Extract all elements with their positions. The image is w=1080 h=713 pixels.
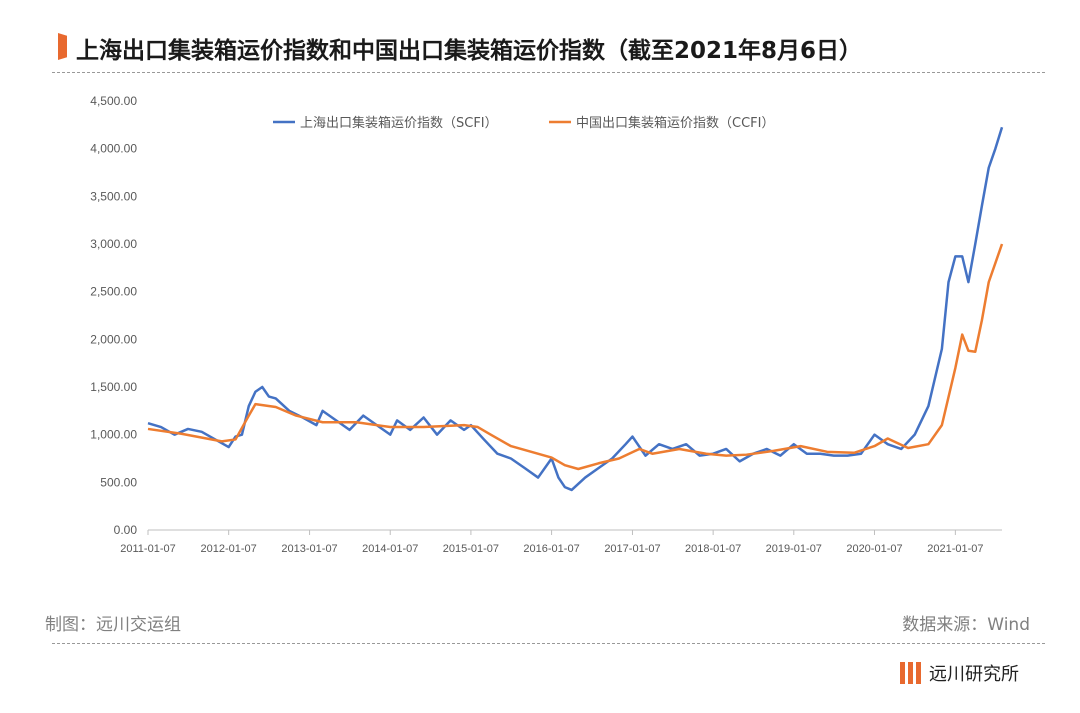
chart-maker: 制图：远川交运组 (45, 615, 181, 635)
x-tick-label: 2018-01-07 (685, 543, 741, 555)
legend-label: 中国出口集装箱运价指数（CCFI） (576, 115, 774, 131)
legend-label: 上海出口集装箱运价指数（SCFI） (300, 115, 498, 131)
logo-mark-icon (900, 662, 921, 684)
y-tick-label: 2,500.00 (90, 285, 137, 299)
logo: 远川研究所 (900, 660, 1019, 686)
title-divider (52, 72, 1045, 73)
logo-text: 远川研究所 (929, 664, 1019, 685)
y-tick-label: 0.00 (114, 523, 138, 537)
footer-divider (52, 643, 1045, 644)
x-tick-label: 2011-01-07 (120, 543, 175, 555)
x-tick-label: 2016-01-07 (523, 543, 579, 555)
title-accent-bar (58, 33, 67, 60)
y-tick-label: 1,500.00 (90, 380, 137, 394)
y-tick-label: 1,000.00 (90, 428, 137, 442)
x-tick-label: 2015-01-07 (443, 543, 499, 555)
scfi-line (147, 126, 1004, 492)
x-tick-label: 2012-01-07 (201, 543, 257, 555)
y-tick-label: 4,500.00 (90, 94, 137, 108)
y-tick-label: 500.00 (100, 475, 137, 489)
ccfi-line (147, 243, 1004, 471)
x-tick-label: 2019-01-07 (766, 543, 822, 555)
y-tick-label: 3,000.00 (90, 237, 137, 251)
page-title: 上海出口集装箱运价指数和中国出口集装箱运价指数（截至2021年8月6日） (76, 38, 863, 64)
x-tick-label: 2013-01-07 (281, 543, 337, 555)
y-tick-label: 4,000.00 (90, 142, 137, 156)
x-tick-label: 2021-01-07 (927, 543, 983, 555)
x-tick-label: 2020-01-07 (846, 543, 902, 555)
y-tick-label: 3,500.00 (90, 189, 137, 203)
x-tick-label: 2017-01-07 (604, 543, 660, 555)
line-chart: 0.00 500.00 1,000.00 1,500.00 2,000.00 2,500.… (90, 94, 1004, 555)
data-source: 数据来源：Wind (902, 615, 1030, 635)
x-tick-label: 2014-01-07 (362, 543, 418, 555)
y-tick-label: 2,000.00 (90, 332, 137, 346)
